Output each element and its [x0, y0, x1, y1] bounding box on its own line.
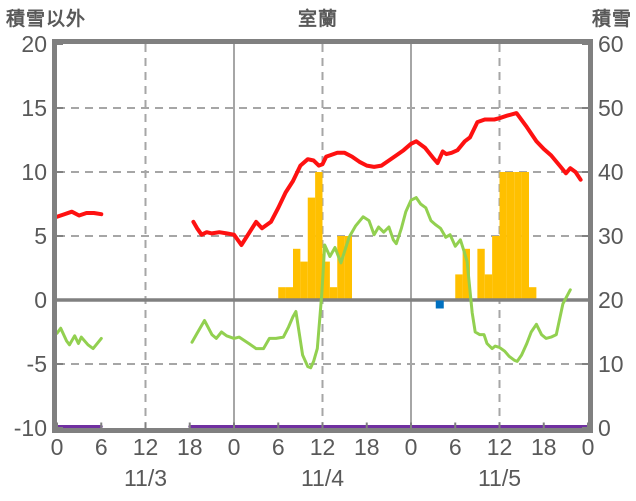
x-axis-hour-label: 0 — [582, 434, 595, 460]
precip-bar — [462, 248, 470, 300]
precip-bar — [514, 172, 522, 300]
right-axis-label: 0 — [598, 415, 611, 441]
x-axis-hour-label: 6 — [95, 434, 108, 460]
x-axis-hour-label: 0 — [51, 434, 64, 460]
x-axis-hour-label: 18 — [531, 434, 557, 460]
precip-bar — [477, 248, 485, 300]
precip-bar — [492, 236, 500, 300]
right-axis-label: 20 — [598, 287, 624, 313]
x-axis-date-label: 11/3 — [124, 465, 167, 491]
precip-bar — [337, 236, 345, 300]
left-axis-title: 積雪以外 — [6, 9, 87, 30]
x-axis-hour-label: 12 — [487, 434, 513, 460]
red-line — [191, 111, 583, 247]
precip-bar — [315, 172, 323, 300]
precip-bar — [329, 287, 338, 300]
x-axis-hour-label: 6 — [272, 434, 285, 460]
right-axis-label: 10 — [598, 351, 624, 377]
precip-bar — [300, 261, 308, 300]
x-axis-hour-label: 12 — [133, 434, 159, 460]
x-axis-date-label: 11/4 — [301, 465, 344, 491]
x-axis-date-label: 11/5 — [478, 465, 521, 491]
right-axis-label: 50 — [598, 95, 624, 121]
precip-bar — [529, 287, 537, 300]
left-axis-label: 5 — [34, 223, 47, 249]
precip-bar — [278, 287, 286, 300]
x-axis-hour-label: 0 — [228, 434, 241, 460]
precip-bar — [521, 172, 529, 300]
left-axis-label: 0 — [34, 287, 47, 313]
plot-border — [52, 39, 593, 433]
precip-bar — [285, 287, 293, 300]
precip-bar — [484, 274, 493, 300]
precip-bar — [455, 274, 463, 300]
right-axis-label: 40 — [598, 159, 624, 185]
right-axis-label: 30 — [598, 223, 624, 249]
precip-bar — [307, 197, 316, 300]
x-axis-hour-label: 12 — [310, 434, 336, 460]
left-axis-label: -10 — [14, 415, 47, 441]
left-axis-label: 10 — [21, 159, 47, 185]
green-line — [55, 326, 103, 351]
x-axis-hour-label: 18 — [354, 434, 380, 460]
precip-bar — [506, 172, 515, 300]
left-axis-label: 15 — [21, 95, 47, 121]
chart-title: 室蘭 — [297, 9, 338, 30]
right-axis-title: 積雪 — [591, 9, 632, 30]
green-line — [190, 196, 572, 370]
x-axis-hour-label: 0 — [405, 434, 418, 460]
left-axis-label: 20 — [21, 31, 47, 57]
red-line — [55, 209, 104, 219]
precip-bar — [322, 261, 330, 300]
x-axis-hour-label: 6 — [449, 434, 462, 460]
precip-bar — [293, 248, 301, 300]
precip-bar — [499, 172, 507, 300]
left-axis-label: -5 — [27, 351, 47, 377]
blue-marker — [435, 300, 444, 309]
right-axis-label: 60 — [598, 31, 624, 57]
x-axis-hour-label: 18 — [177, 434, 203, 460]
precip-bar — [344, 236, 352, 300]
